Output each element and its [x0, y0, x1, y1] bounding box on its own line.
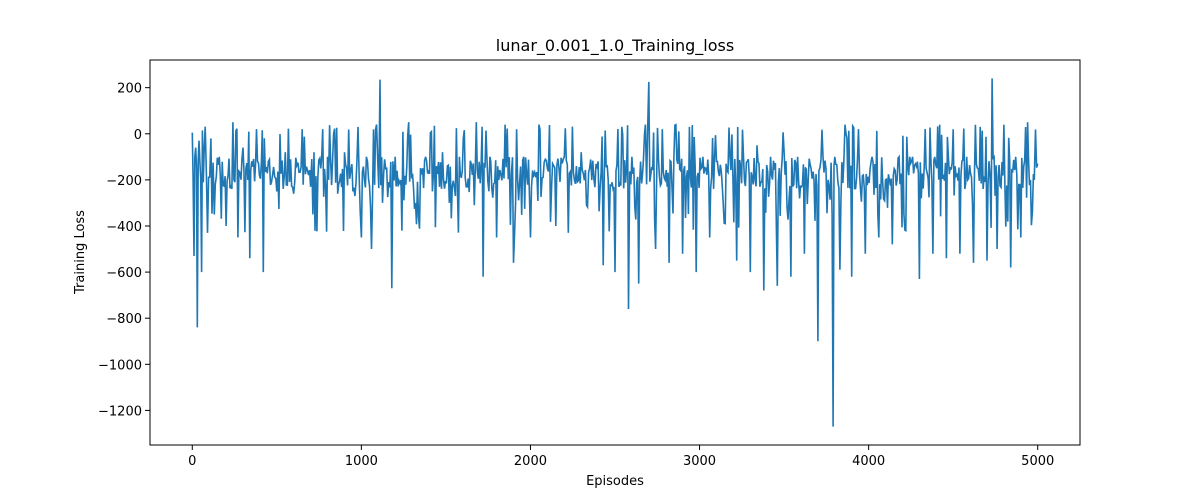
y-tick-label: −600	[106, 266, 142, 281]
y-tick-label: −1200	[98, 404, 142, 419]
y-tick-label: −800	[106, 312, 142, 327]
y-tick-label: −200	[106, 174, 142, 189]
y-tick-label: 0	[134, 128, 142, 143]
x-tick-label: 2000	[514, 454, 547, 469]
x-axis-label: Episodes	[586, 474, 644, 489]
y-tick-label: −400	[106, 220, 142, 235]
x-tick-label: 0	[188, 454, 196, 469]
series-layer	[191, 78, 1039, 427]
x-tick-label: 3000	[683, 454, 716, 469]
x-tick-label: 5000	[1021, 454, 1054, 469]
x-tick-label: 4000	[852, 454, 885, 469]
y-axis: 200 0 −200 −400 −600 −800 −1000 −1200	[98, 82, 150, 419]
plot-frame	[149, 59, 1081, 446]
x-axis: 0 1000 2000 3000 4000 5000	[188, 445, 1054, 469]
y-axis-label: Training Loss	[73, 210, 88, 295]
y-tick-label: −1000	[98, 358, 142, 373]
y-tick-label: 200	[117, 82, 142, 97]
x-tick-label: 1000	[345, 454, 378, 469]
series-line	[191, 78, 1039, 427]
chart-title: lunar_0.001_1.0_Training_loss	[496, 36, 734, 56]
